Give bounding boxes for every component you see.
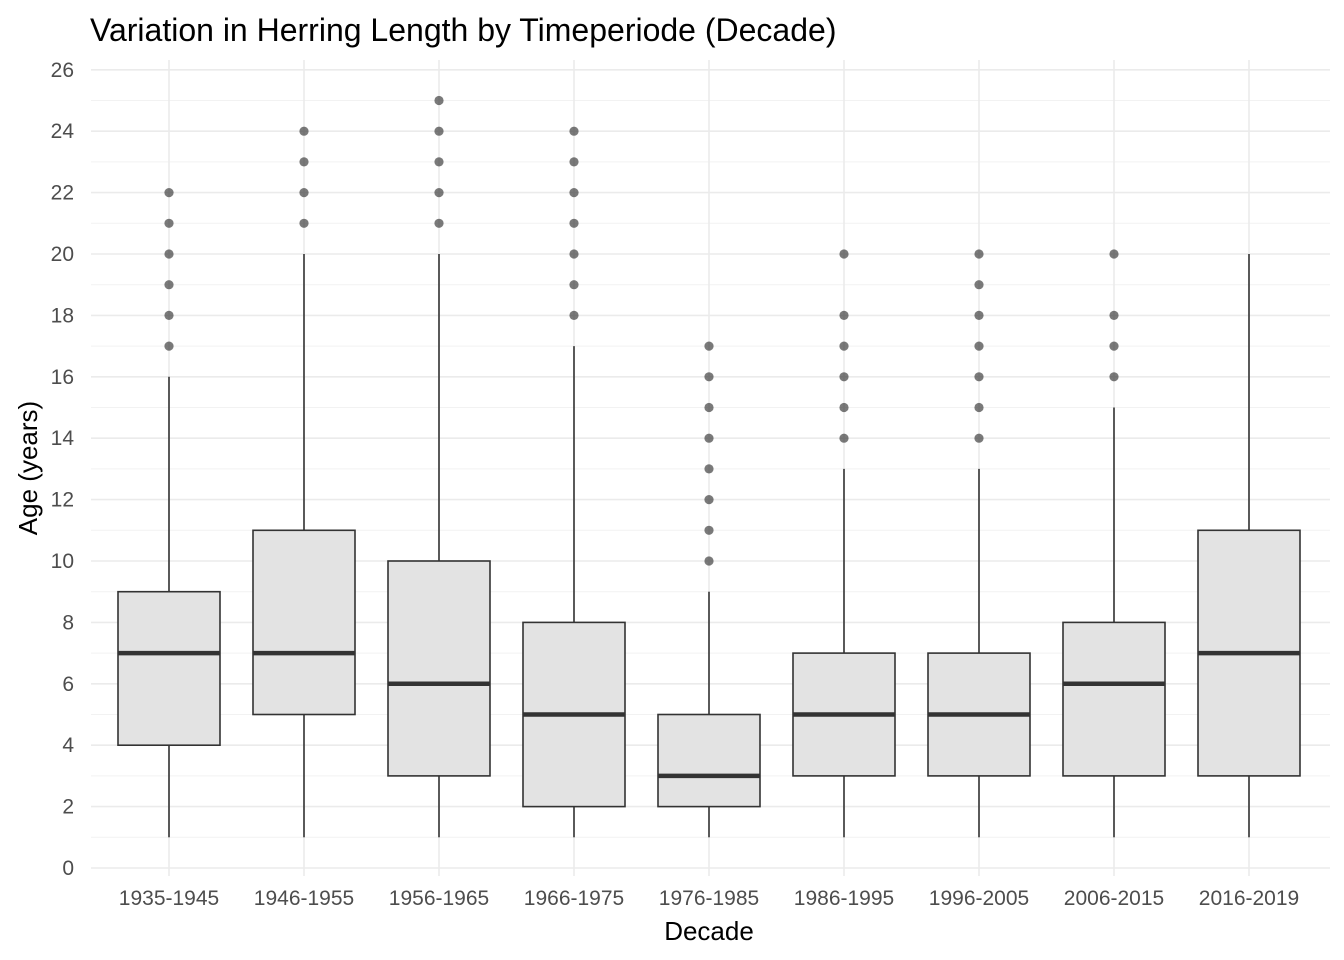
y-tick-label: 22 (51, 182, 74, 205)
outlier-point (1109, 341, 1119, 351)
box-body (387, 560, 491, 777)
outlier-point (974, 402, 984, 413)
x-tick-label: 2016-2019 (1199, 887, 1299, 910)
box-group (387, 95, 491, 838)
outlier-point (974, 280, 984, 290)
outlier-point (974, 372, 984, 382)
outlier-point (569, 157, 579, 167)
y-tick-label: 18 (51, 304, 74, 327)
outlier-point (1109, 310, 1119, 320)
outlier-point (164, 280, 174, 290)
outlier-point (704, 372, 714, 382)
x-tick-label: 1946-1955 (254, 887, 354, 910)
outlier-point (974, 310, 984, 320)
y-tick-label: 16 (51, 366, 74, 389)
box-group (252, 126, 356, 838)
outlier-point (704, 402, 714, 413)
x-tick-labels: 1935-1945 1946-1955 1956-1965 1966-1975 1976… (119, 887, 1299, 910)
outlier-point (299, 157, 309, 167)
outlier-point (704, 495, 714, 505)
outlier-point (164, 188, 174, 198)
outlier-point (434, 126, 444, 136)
outlier-point (569, 280, 579, 290)
outlier-point (434, 95, 444, 106)
box-group (522, 126, 626, 838)
y-tick-label: 2 (62, 796, 74, 819)
outlier-point (839, 402, 849, 413)
y-tick-label: 10 (51, 550, 74, 573)
outlier-point (164, 341, 174, 351)
y-axis-title: Age (years) (13, 401, 43, 535)
outlier-point (164, 310, 174, 320)
outlier-point (839, 249, 849, 259)
box-group (657, 341, 761, 838)
outlier-point (299, 126, 309, 136)
y-tick-label: 4 (62, 734, 74, 757)
outlier-point (704, 556, 714, 566)
outlier-point (164, 218, 174, 228)
box-group (927, 249, 1031, 838)
outlier-point (164, 249, 174, 259)
y-tick-label: 24 (51, 120, 75, 143)
outlier-point (434, 157, 444, 167)
outlier-point (569, 218, 579, 228)
outlier-point (1109, 249, 1119, 259)
box-body (252, 529, 356, 716)
x-tick-label: 1986-1995 (794, 887, 894, 910)
outlier-point (974, 433, 984, 443)
box-group (117, 188, 221, 838)
y-tick-label: 12 (51, 489, 74, 512)
x-tick-label: 2006-2015 (1064, 887, 1164, 910)
outlier-point (974, 341, 984, 351)
outlier-point (839, 433, 849, 443)
x-axis-title: Decade (664, 916, 754, 946)
outlier-point (839, 372, 849, 382)
y-tick-label: 20 (51, 243, 74, 266)
outlier-point (569, 126, 579, 136)
outlier-point (704, 433, 714, 443)
y-tick-label: 0 (62, 857, 74, 880)
outlier-point (434, 218, 444, 228)
box-series (117, 95, 1301, 838)
box-body (657, 713, 761, 808)
outlier-point (704, 341, 714, 351)
outlier-point (569, 249, 579, 259)
box-group (792, 249, 896, 838)
outlier-point (569, 310, 579, 320)
box-body (117, 590, 221, 747)
outlier-point (434, 188, 444, 198)
x-tick-label: 1966-1975 (524, 887, 624, 910)
outlier-point (839, 341, 849, 351)
outlier-point (839, 310, 849, 320)
chart-title: Variation in Herring Length by Timeperio… (90, 12, 836, 48)
x-tick-label: 1956-1965 (389, 887, 489, 910)
box-body (1062, 621, 1166, 777)
y-tick-label: 8 (62, 611, 74, 634)
outlier-point (1109, 372, 1119, 382)
x-tick-label: 1935-1945 (119, 887, 219, 910)
y-tick-label: 6 (62, 673, 74, 696)
outlier-point (704, 464, 714, 474)
outlier-point (974, 249, 984, 259)
outlier-point (569, 188, 579, 198)
y-tick-label: 26 (51, 59, 74, 82)
y-tick-label: 14 (51, 427, 75, 450)
x-tick-label: 1996-2005 (929, 887, 1029, 910)
outlier-point (704, 525, 714, 535)
box-group (1062, 249, 1166, 838)
outlier-point (299, 218, 309, 228)
box-group (1197, 254, 1301, 838)
x-tick-label: 1976-1985 (659, 887, 759, 910)
outlier-point (299, 188, 309, 198)
